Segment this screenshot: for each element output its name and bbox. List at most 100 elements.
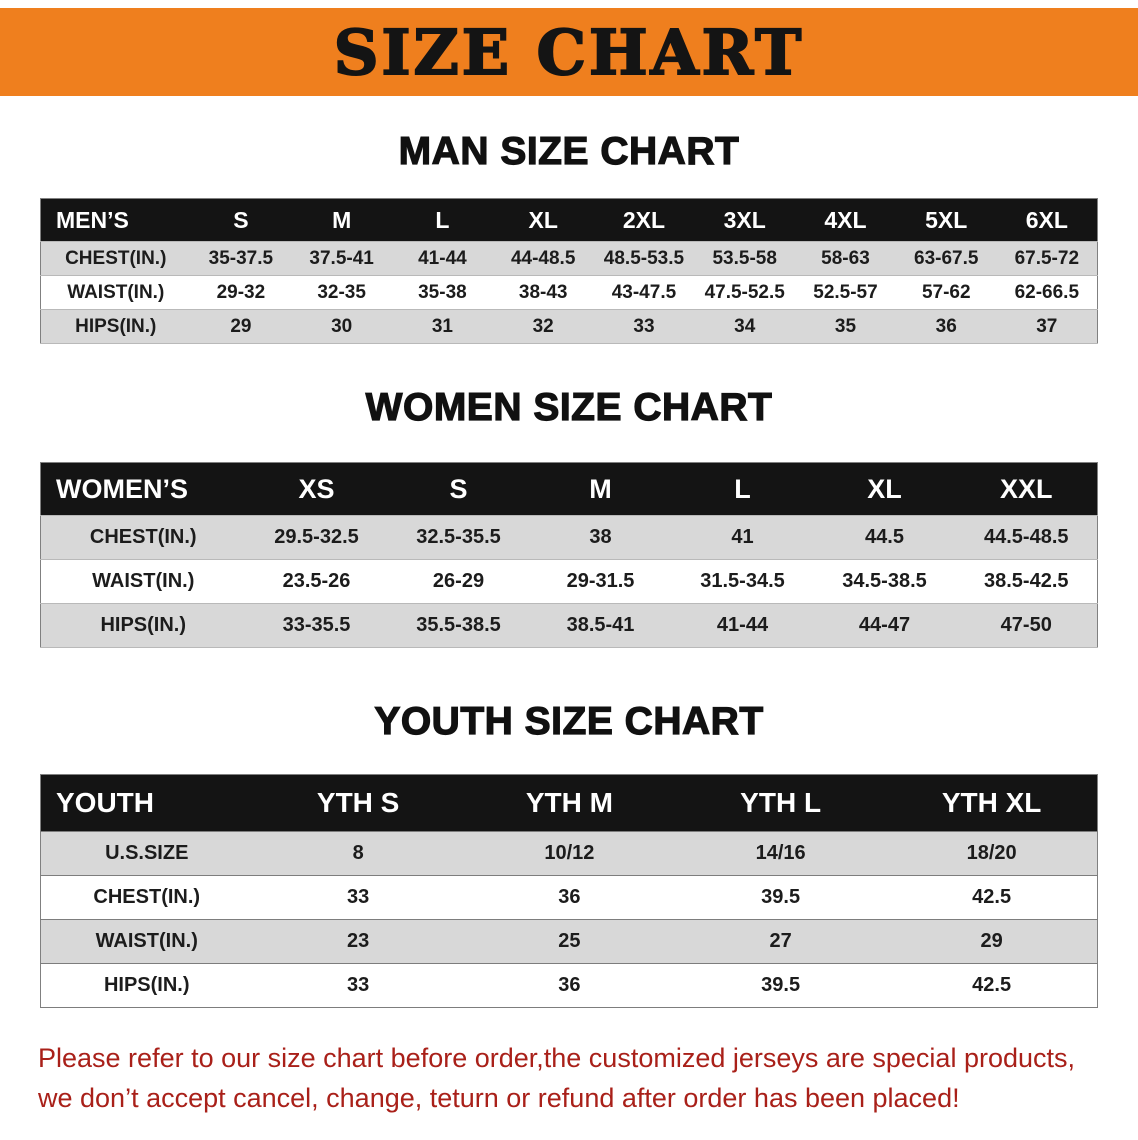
disclaimer-note: Please refer to our size chart before or…	[38, 1038, 1098, 1118]
value-cell: 58-63	[795, 241, 896, 276]
value-cell: 29	[886, 919, 1098, 964]
value-cell: 32	[492, 309, 594, 344]
value-cell: 67.5-72	[996, 241, 1098, 276]
value-cell: 39.5	[675, 875, 887, 920]
value-cell: 34	[694, 309, 796, 344]
youth-size-table: YOUTH YTH S YTH M YTH L YTH XL U.S.SIZE 8 10/12…	[40, 774, 1098, 1008]
value-cell: 35-37.5	[190, 241, 292, 276]
value-cell: 10/12	[463, 831, 675, 876]
value-cell: 53.5-58	[694, 241, 796, 276]
table-title-cell: YOUTH	[40, 774, 253, 832]
size-chart-page: SIZE CHART MAN SIZE CHART MEN’S S M L XL 2XL 3…	[0, 8, 1138, 1140]
value-cell: 36	[895, 309, 997, 344]
size-column-header: XL	[492, 198, 594, 242]
value-cell: 33-35.5	[245, 603, 388, 648]
table-header-row: WOMEN’S XS S M L XL XXL	[40, 462, 1098, 516]
value-cell: 29-32	[190, 275, 292, 310]
value-cell: 38	[529, 515, 672, 560]
value-cell: 41	[671, 515, 814, 560]
value-cell: 44.5	[813, 515, 956, 560]
value-cell: 38.5-41	[529, 603, 672, 648]
value-cell: 34.5-38.5	[813, 559, 956, 604]
table-row: WAIST(IN.) 23 25 27 29	[40, 919, 1098, 964]
size-column-header: L	[671, 462, 814, 516]
value-cell: 41-44	[671, 603, 814, 648]
value-cell: 42.5	[886, 963, 1098, 1008]
value-cell: 62-66.5	[996, 275, 1098, 310]
size-column-header: M	[291, 198, 393, 242]
size-column-header: 4XL	[795, 198, 896, 242]
value-cell: 33	[593, 309, 695, 344]
table-header-row: MEN’S S M L XL 2XL 3XL 4XL 5XL 6XL	[40, 198, 1098, 242]
value-cell: 42.5	[886, 875, 1098, 920]
youth-section-heading: YOUTH SIZE CHART	[374, 699, 764, 743]
row-label-cell: WAIST(IN.)	[40, 275, 191, 310]
table-row: CHEST(IN.) 35-37.5 37.5-41 41-44 44-48.5 48.5…	[40, 241, 1098, 276]
value-cell: 29.5-32.5	[245, 515, 388, 560]
size-column-header: 5XL	[895, 198, 997, 242]
table-row: WAIST(IN.) 23.5-26 26-29 29-31.5 31.5-34.5 34…	[40, 559, 1098, 604]
value-cell: 39.5	[675, 963, 887, 1008]
value-cell: 37	[996, 309, 1098, 344]
value-cell: 35	[795, 309, 896, 344]
value-cell: 29-31.5	[529, 559, 672, 604]
size-column-header: S	[190, 198, 292, 242]
value-cell: 57-62	[895, 275, 997, 310]
value-cell: 52.5-57	[795, 275, 896, 310]
value-cell: 26-29	[387, 559, 530, 604]
size-column-header: S	[387, 462, 530, 516]
size-column-header: XS	[245, 462, 388, 516]
size-column-header: M	[529, 462, 672, 516]
value-cell: 27	[675, 919, 887, 964]
disclaimer-line-2: we don’t accept cancel, change, teturn o…	[38, 1083, 960, 1113]
row-label-cell: CHEST(IN.)	[40, 515, 246, 560]
size-column-header: YTH L	[675, 774, 887, 832]
value-cell: 63-67.5	[895, 241, 997, 276]
value-cell: 14/16	[675, 831, 887, 876]
table-title-cell: WOMEN’S	[40, 462, 246, 516]
value-cell: 47-50	[955, 603, 1098, 648]
value-cell: 33	[252, 963, 464, 1008]
value-cell: 32-35	[291, 275, 393, 310]
size-column-header: YTH M	[463, 774, 675, 832]
table-row: HIPS(IN.) 33 36 39.5 42.5	[40, 963, 1098, 1008]
value-cell: 44-47	[813, 603, 956, 648]
table-row: U.S.SIZE 8 10/12 14/16 18/20	[40, 831, 1098, 876]
value-cell: 32.5-35.5	[387, 515, 530, 560]
value-cell: 47.5-52.5	[694, 275, 796, 310]
value-cell: 29	[190, 309, 292, 344]
size-column-header: YTH S	[252, 774, 464, 832]
size-column-header: 2XL	[593, 198, 695, 242]
women-section-heading: WOMEN SIZE CHART	[365, 385, 773, 429]
value-cell: 37.5-41	[291, 241, 393, 276]
table-row: WAIST(IN.) 29-32 32-35 35-38 38-43 43-47.5 47.…	[40, 275, 1098, 310]
men-size-table: MEN’S S M L XL 2XL 3XL 4XL 5XL 6XL CHEST(IN.) 35-37…	[40, 198, 1098, 344]
table-row: HIPS(IN.) 29 30 31 32 33 34 35 36 37	[40, 309, 1098, 344]
row-label-cell: WAIST(IN.)	[40, 919, 253, 964]
size-column-header: XXL	[955, 462, 1098, 516]
value-cell: 18/20	[886, 831, 1098, 876]
value-cell: 41-44	[392, 241, 493, 276]
row-label-cell: CHEST(IN.)	[40, 875, 253, 920]
value-cell: 33	[252, 875, 464, 920]
value-cell: 30	[291, 309, 393, 344]
row-label-cell: CHEST(IN.)	[40, 241, 191, 276]
value-cell: 35-38	[392, 275, 493, 310]
row-label-cell: HIPS(IN.)	[40, 309, 191, 344]
value-cell: 23.5-26	[245, 559, 388, 604]
table-header-row: YOUTH YTH S YTH M YTH L YTH XL	[40, 774, 1098, 832]
value-cell: 48.5-53.5	[593, 241, 695, 276]
table-row: CHEST(IN.) 33 36 39.5 42.5	[40, 875, 1098, 920]
youth-size-section: YOUTH SIZE CHART YOUTH YTH S YTH M YTH L YTH…	[0, 699, 1138, 1008]
size-column-header: 3XL	[694, 198, 796, 242]
value-cell: 36	[463, 875, 675, 920]
women-size-section: WOMEN SIZE CHART WOMEN’S XS S M L XL XXL CHEST(…	[0, 385, 1138, 648]
table-row: CHEST(IN.) 29.5-32.5 32.5-35.5 38 41 44.5 44.5…	[40, 515, 1098, 560]
value-cell: 35.5-38.5	[387, 603, 530, 648]
value-cell: 31.5-34.5	[671, 559, 814, 604]
value-cell: 44-48.5	[492, 241, 594, 276]
value-cell: 25	[463, 919, 675, 964]
size-column-header: L	[392, 198, 493, 242]
page-title: SIZE CHART	[333, 15, 805, 90]
value-cell: 8	[252, 831, 464, 876]
